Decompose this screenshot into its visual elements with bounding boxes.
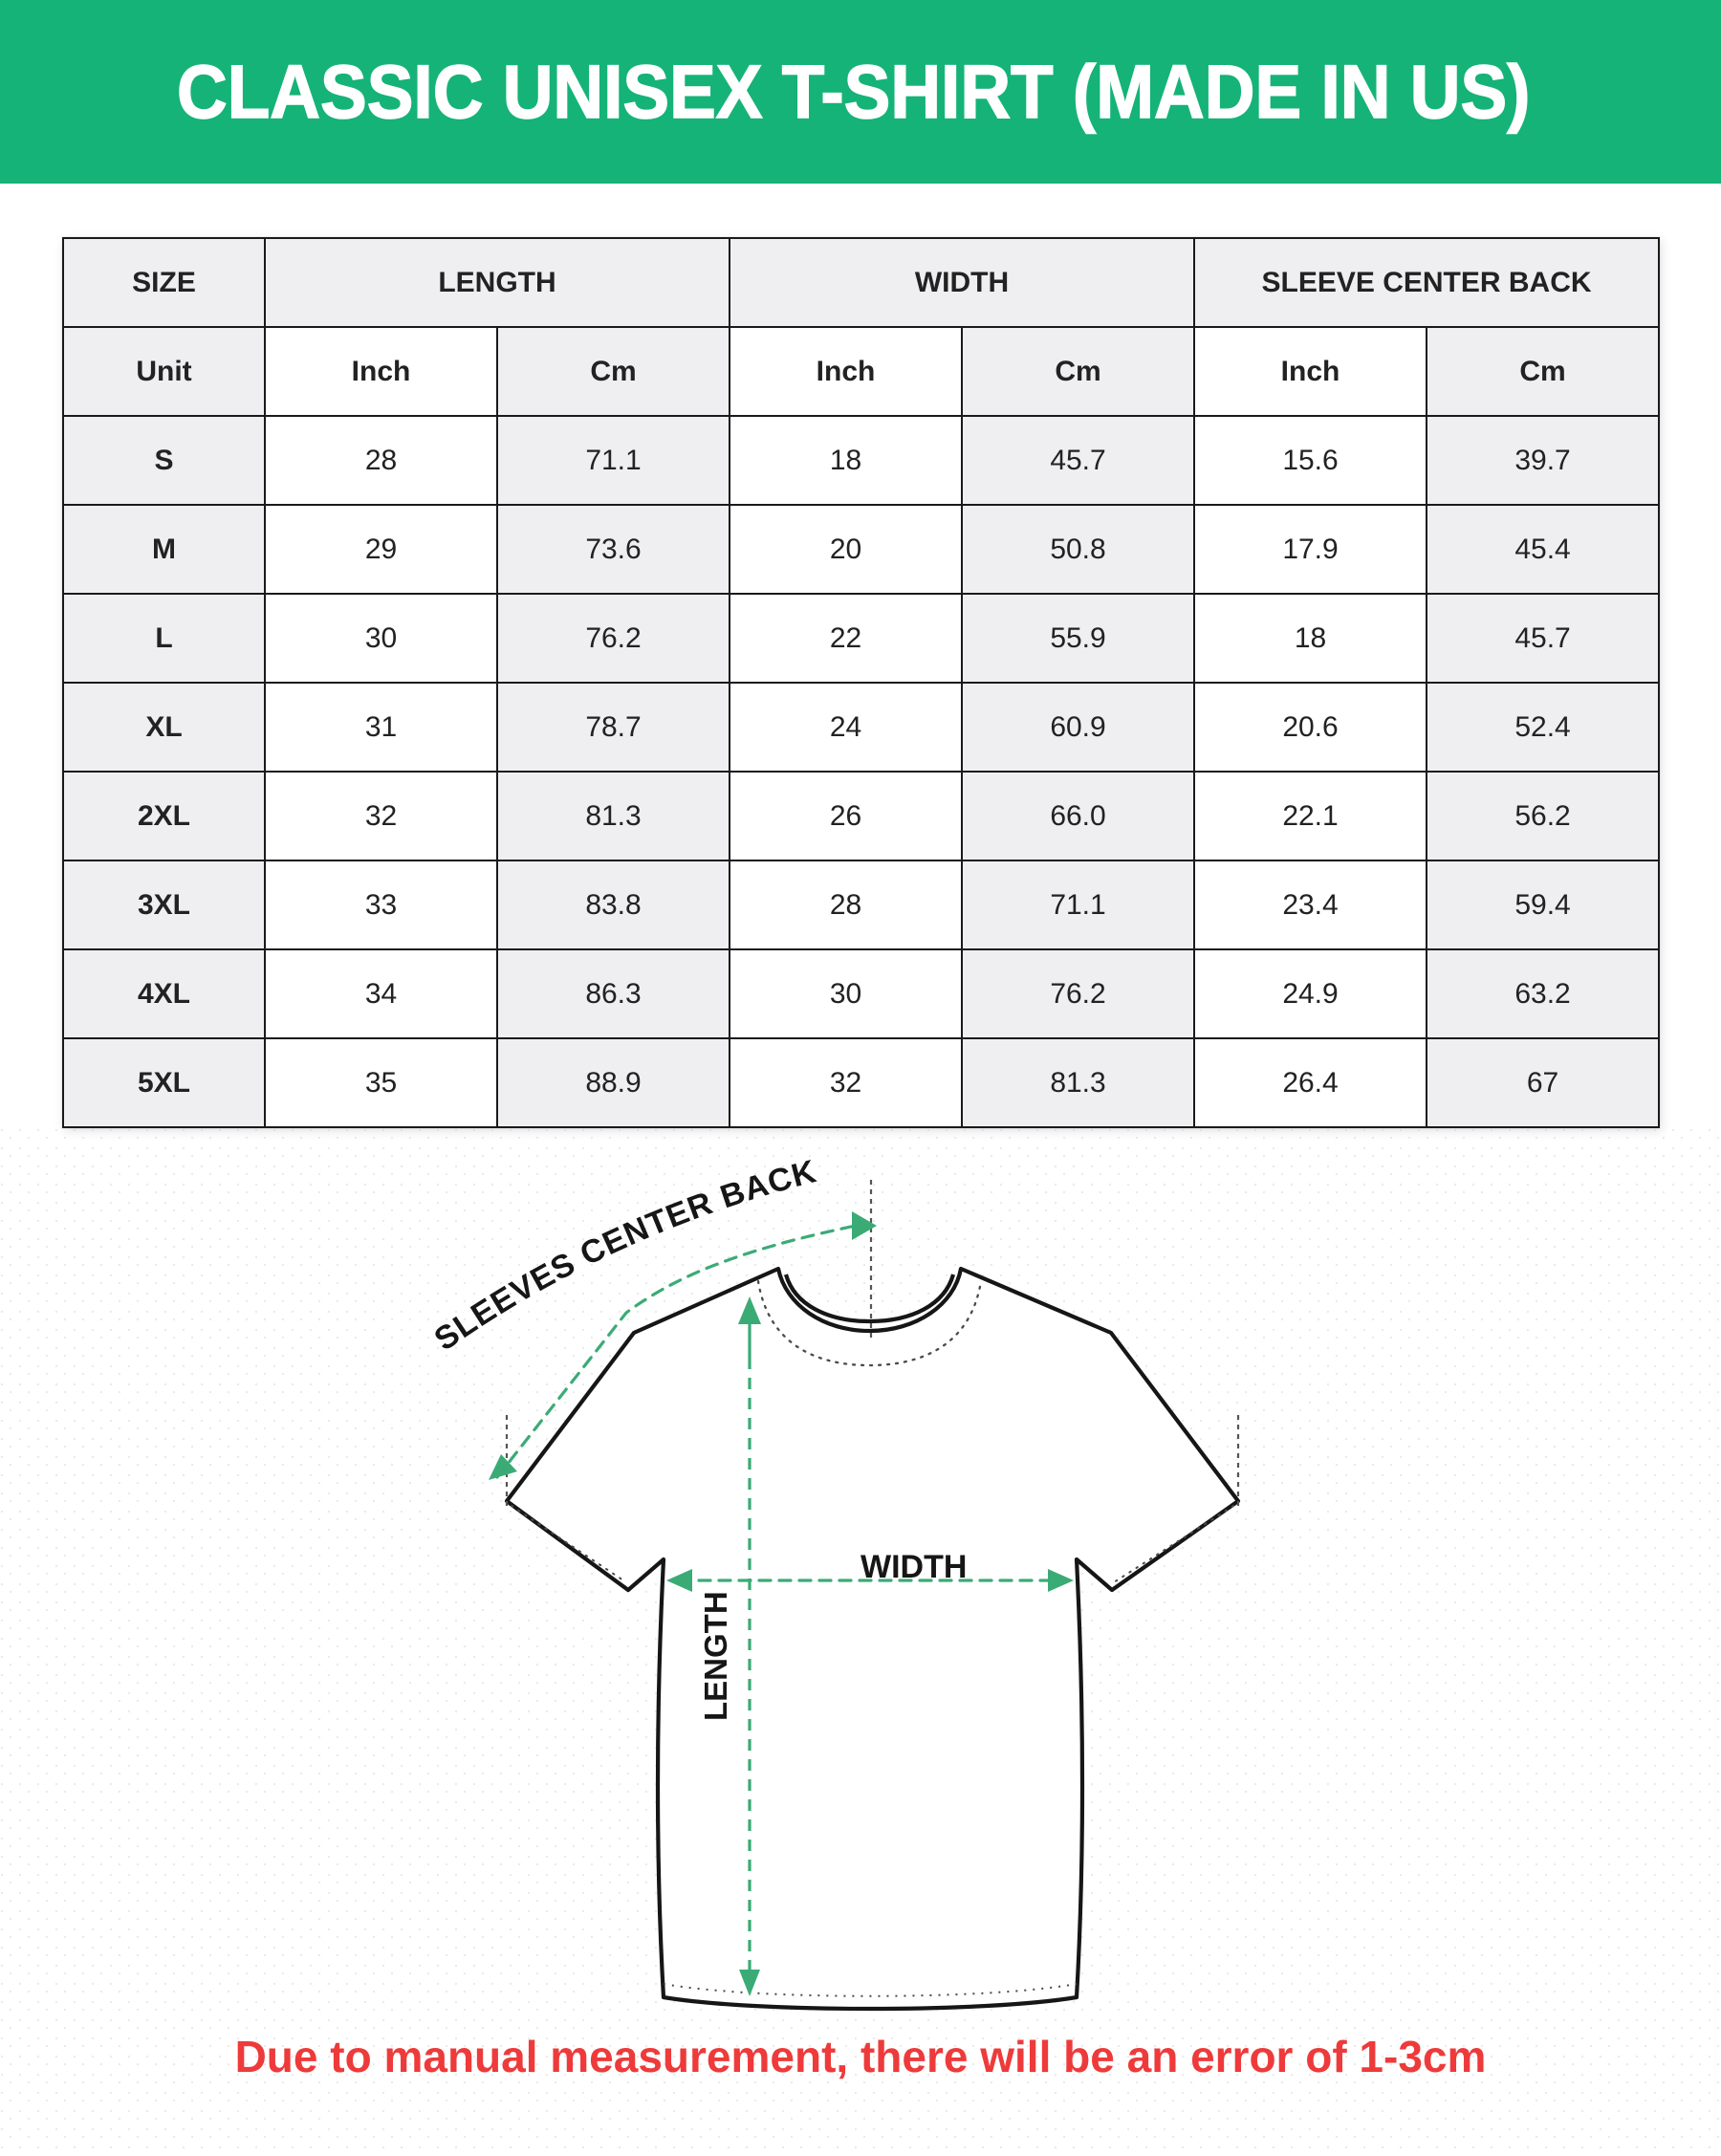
svg-text:LENGTH: LENGTH <box>698 1591 733 1721</box>
svg-text:WIDTH: WIDTH <box>860 1549 967 1585</box>
